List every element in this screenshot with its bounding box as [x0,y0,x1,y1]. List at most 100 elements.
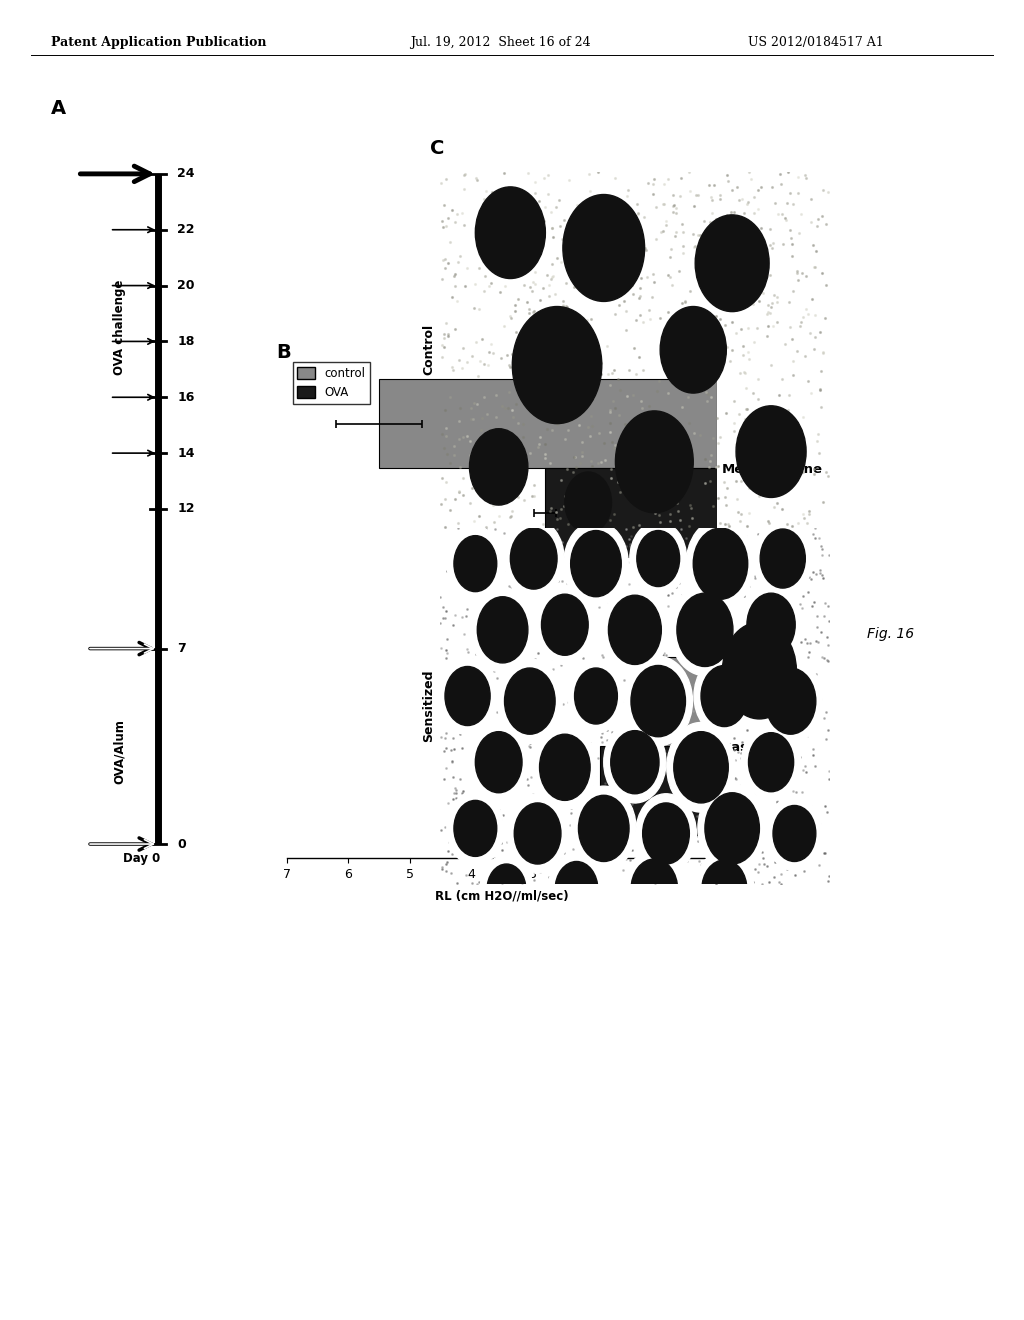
Circle shape [454,800,497,857]
Circle shape [565,473,611,533]
Text: Fig. 16: Fig. 16 [867,627,914,640]
Circle shape [736,405,806,498]
Text: OVA challenge: OVA challenge [113,280,126,375]
X-axis label: RL (cm H2O//ml/sec): RL (cm H2O//ml/sec) [435,890,568,902]
Text: 24: 24 [177,168,195,181]
Circle shape [505,668,555,734]
Circle shape [454,536,497,591]
Circle shape [510,528,557,589]
Text: US 2012/0184517 A1: US 2012/0184517 A1 [748,36,884,49]
Circle shape [507,793,568,874]
Text: 22: 22 [177,223,195,236]
Circle shape [477,597,528,663]
Bar [600,746,717,836]
Text: A: A [51,99,67,117]
Circle shape [579,795,629,862]
Circle shape [758,659,823,743]
Circle shape [660,306,726,393]
Text: 20: 20 [177,279,195,292]
Circle shape [740,583,802,665]
Text: Day 0: Day 0 [123,853,161,866]
Circle shape [705,793,760,865]
Circle shape [631,665,685,737]
Circle shape [631,859,678,920]
Circle shape [674,731,728,803]
Circle shape [643,803,689,865]
Text: C: C [430,139,444,157]
Text: Control: Control [422,325,435,375]
Bar [379,379,717,469]
Circle shape [563,521,629,606]
Circle shape [765,668,816,734]
Circle shape [677,593,733,667]
Circle shape [487,865,526,915]
Circle shape [637,531,680,586]
Circle shape [624,656,692,746]
Text: 16: 16 [177,391,195,404]
Circle shape [601,586,669,673]
Circle shape [686,519,755,609]
Circle shape [446,527,504,601]
Circle shape [741,723,801,801]
Text: 12: 12 [177,503,195,516]
Circle shape [667,722,735,812]
Circle shape [542,594,588,655]
Text: Jul. 19, 2012  Sheet 16 of 24: Jul. 19, 2012 Sheet 16 of 24 [410,36,590,49]
Text: 0: 0 [177,837,186,850]
Circle shape [445,667,490,726]
Circle shape [773,805,816,862]
Text: 18: 18 [177,335,195,348]
Circle shape [610,731,659,793]
Circle shape [701,665,748,726]
Circle shape [760,529,805,589]
Circle shape [563,194,645,301]
Circle shape [540,734,590,800]
Bar [637,657,717,746]
Circle shape [475,187,546,279]
Text: OVA/Alum: OVA/Alum [113,719,126,784]
Circle shape [701,859,746,919]
Circle shape [498,659,562,743]
Circle shape [636,793,696,874]
Text: 7: 7 [177,642,186,655]
Circle shape [630,521,687,595]
Circle shape [514,803,561,865]
Circle shape [469,429,528,506]
Circle shape [567,659,625,733]
Circle shape [717,615,802,726]
Text: Sensitized: Sensitized [422,671,435,742]
Circle shape [693,528,748,599]
Circle shape [670,583,740,676]
Circle shape [570,531,622,597]
Circle shape [548,853,605,927]
Circle shape [535,585,595,664]
Circle shape [504,519,564,598]
Circle shape [470,587,535,672]
Circle shape [574,668,617,723]
Legend: control, OVA: control, OVA [293,362,371,404]
Circle shape [512,306,602,424]
Circle shape [468,722,529,803]
Circle shape [694,656,755,735]
Circle shape [754,520,812,597]
Circle shape [446,791,504,866]
Circle shape [532,725,597,809]
Circle shape [766,796,823,871]
Circle shape [555,862,598,917]
Circle shape [624,850,685,929]
Text: Patent Application Publication: Patent Application Publication [51,36,266,49]
Circle shape [608,595,662,664]
Circle shape [749,733,794,792]
Circle shape [604,722,666,803]
Circle shape [698,784,766,874]
Circle shape [722,622,797,719]
Circle shape [615,411,693,512]
Circle shape [438,657,497,735]
Circle shape [480,855,532,924]
Circle shape [695,851,754,928]
Text: B: B [276,343,291,362]
Circle shape [571,787,636,871]
Text: 14: 14 [177,446,195,459]
Circle shape [695,215,769,312]
Circle shape [475,731,522,793]
